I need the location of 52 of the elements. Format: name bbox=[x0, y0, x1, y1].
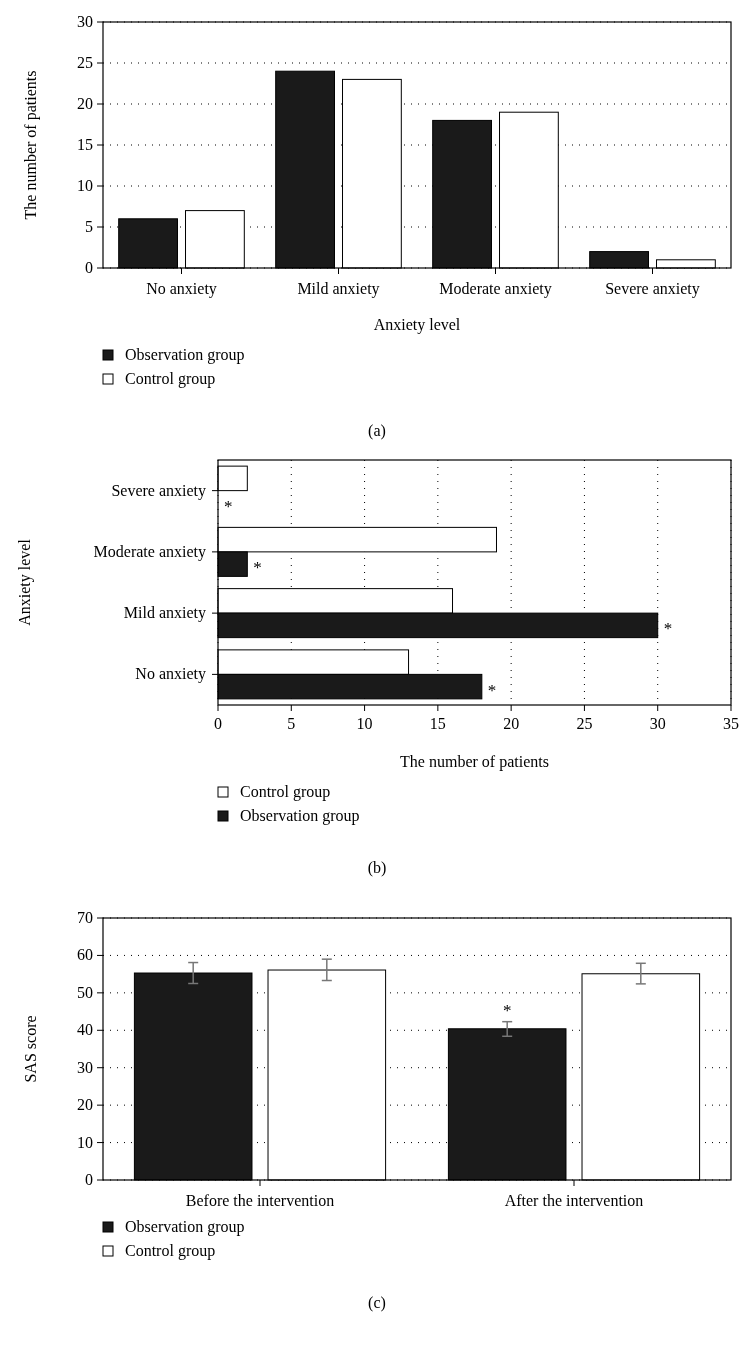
annotation: * bbox=[224, 496, 233, 516]
x-tick-label: Mild anxiety bbox=[297, 280, 380, 298]
x-tick-label: 10 bbox=[356, 715, 373, 732]
y-tick-label: 10 bbox=[77, 1133, 93, 1151]
y-tick-label: Severe anxiety bbox=[111, 481, 206, 500]
x-tick-label: Before the intervention bbox=[185, 1192, 335, 1209]
y-tick-label: 70 bbox=[77, 909, 93, 926]
y-tick-label: Mild anxiety bbox=[123, 604, 206, 623]
text: (b) bbox=[367, 859, 387, 877]
y-tick-label: Moderate anxiety bbox=[93, 542, 206, 561]
x-tick-label: Moderate anxiety bbox=[439, 280, 552, 298]
y-tick-label: 15 bbox=[77, 136, 93, 153]
y-tick-label: 40 bbox=[77, 1021, 93, 1039]
y-tick-label: 60 bbox=[77, 946, 93, 964]
text: (c) bbox=[368, 1294, 386, 1312]
legend-label: Control group bbox=[240, 783, 331, 801]
annotation: * bbox=[253, 558, 262, 578]
x-tick-label: 30 bbox=[649, 715, 666, 732]
x-axis-title: Anxiety level bbox=[373, 316, 461, 334]
y-axis-title: The number of patients bbox=[22, 70, 40, 220]
x-tick-label: 25 bbox=[576, 715, 593, 732]
y-tick-label: 25 bbox=[77, 54, 93, 71]
y-tick-label: No anxiety bbox=[135, 665, 206, 684]
legend-label: Control group bbox=[125, 370, 216, 388]
legend-label: Observation group bbox=[240, 807, 360, 825]
x-axis-title: The number of patients bbox=[400, 753, 549, 771]
annotation: * bbox=[663, 619, 673, 639]
y-tick-label: 10 bbox=[77, 177, 93, 194]
text: (a) bbox=[368, 422, 386, 440]
legend-label: Control group bbox=[125, 1242, 216, 1260]
y-axis-title: SAS score bbox=[22, 1015, 39, 1083]
x-tick-label: 5 bbox=[287, 715, 296, 732]
x-tick-label: 20 bbox=[503, 715, 520, 732]
annotation: * bbox=[487, 680, 497, 700]
x-tick-label: 0 bbox=[214, 715, 222, 732]
y-axis-title: Anxiety level bbox=[16, 538, 34, 626]
y-tick-label: 0 bbox=[85, 1171, 93, 1188]
y-tick-label: 50 bbox=[77, 983, 93, 1001]
x-tick-label: 35 bbox=[723, 715, 739, 732]
x-tick-label: After the intervention bbox=[504, 1192, 644, 1209]
annotation: * bbox=[502, 1000, 512, 1020]
legend-label: Observation group bbox=[125, 346, 245, 364]
y-tick-label: 30 bbox=[77, 13, 93, 30]
y-tick-label: 5 bbox=[85, 218, 93, 235]
y-tick-label: 30 bbox=[77, 1058, 93, 1076]
y-tick-label: 20 bbox=[77, 95, 93, 112]
y-tick-label: 20 bbox=[77, 1096, 93, 1114]
x-tick-label: No anxiety bbox=[146, 280, 217, 298]
x-tick-label: 15 bbox=[429, 715, 446, 732]
legend-label: Observation group bbox=[125, 1218, 245, 1236]
y-tick-label: 0 bbox=[85, 259, 93, 276]
x-tick-label: Severe anxiety bbox=[605, 280, 700, 298]
